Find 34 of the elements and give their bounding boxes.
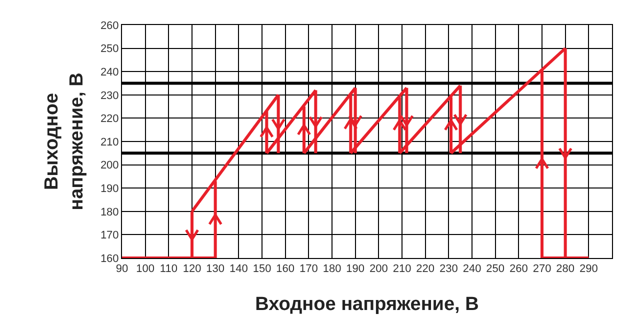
- y-tick-label: 250: [100, 43, 119, 56]
- x-tick-label: 290: [579, 263, 598, 276]
- x-tick-label: 160: [276, 263, 295, 276]
- x-tick-label: 120: [182, 263, 202, 276]
- x-tick-label: 210: [392, 263, 412, 276]
- x-tick-label: 180: [322, 263, 342, 276]
- x-tick-label: 150: [252, 263, 272, 276]
- x-tick-label: 250: [486, 263, 505, 276]
- y-tick-label: 240: [100, 66, 119, 78]
- x-tick-label: 190: [346, 263, 365, 276]
- x-tick-label: 230: [439, 263, 458, 276]
- x-axis-title: Входное напряжение, В: [255, 294, 479, 315]
- y-axis-title: Выходное напряжение, В: [42, 72, 88, 210]
- y-tick-label: 160: [100, 252, 119, 265]
- x-tick-label: 200: [369, 263, 388, 276]
- y-tick-label: 180: [100, 206, 119, 218]
- y-tick-label: 220: [100, 113, 119, 126]
- x-tick-label: 110: [160, 263, 178, 276]
- x-tick-label: 100: [136, 263, 155, 276]
- x-tick-label: 140: [229, 263, 248, 276]
- x-tick-label: 170: [299, 263, 318, 276]
- y-tick-label: 200: [100, 160, 119, 172]
- y-tick-label: 170: [100, 230, 119, 242]
- x-tick-label: 90: [116, 263, 128, 276]
- y-tick-label: 230: [100, 90, 119, 102]
- y-tick-label: 190: [100, 182, 119, 195]
- x-tick-label: 220: [416, 263, 435, 276]
- x-tick-label: 260: [509, 263, 528, 276]
- y-tick-label: 260: [100, 20, 119, 32]
- x-tick-label: 280: [556, 263, 575, 276]
- y-tick-label: 210: [100, 136, 119, 148]
- x-tick-label: 240: [462, 263, 482, 276]
- x-tick-label: 270: [532, 263, 552, 276]
- x-tick-label: 130: [206, 263, 225, 276]
